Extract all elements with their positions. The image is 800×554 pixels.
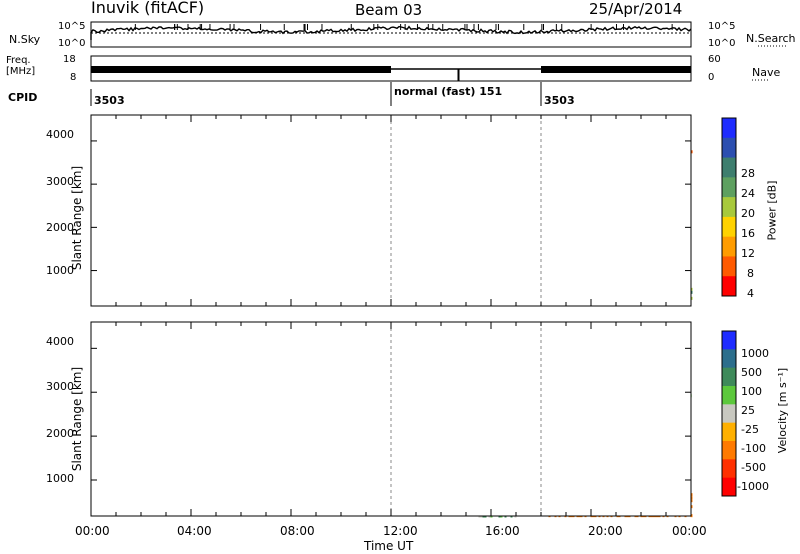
power-speckle [690, 150, 693, 154]
